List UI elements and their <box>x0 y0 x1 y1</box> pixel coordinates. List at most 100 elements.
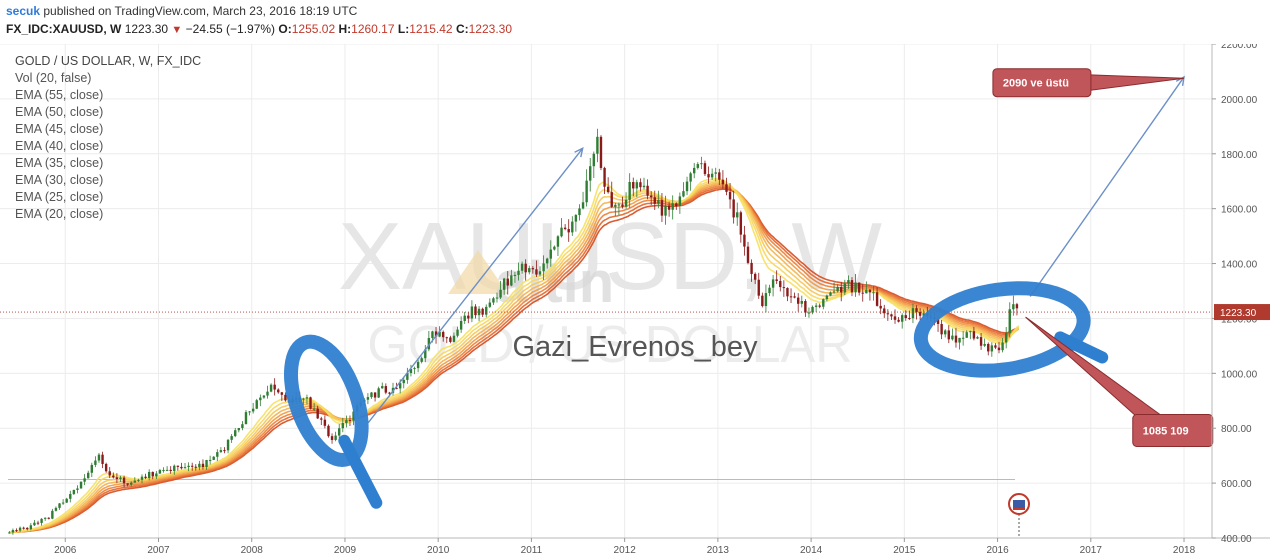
trend-arrow-2016[interactable] <box>1029 76 1185 297</box>
candle-body <box>162 469 165 471</box>
candle-body <box>513 274 517 276</box>
candle-body <box>897 319 900 322</box>
candle-body <box>646 185 649 196</box>
candle-body <box>384 386 388 393</box>
symbol-name[interactable]: FX_IDC:XAUUSD, W <box>6 22 122 36</box>
drawings[interactable] <box>277 75 1185 509</box>
candle-body <box>753 273 757 280</box>
legend-item[interactable]: EMA (25, close) <box>15 190 104 204</box>
trend-arrow-2009[interactable] <box>367 147 584 424</box>
candle-body <box>596 136 599 154</box>
candle-body <box>1012 304 1015 310</box>
candle-body <box>323 419 327 426</box>
candle-body <box>47 517 50 519</box>
candle-body <box>338 428 341 436</box>
candle-body <box>1001 342 1004 351</box>
candle-body <box>370 392 373 398</box>
candle-body <box>667 205 671 210</box>
candle-body <box>492 298 495 303</box>
candle-body <box>761 295 764 307</box>
candle-body <box>104 463 108 472</box>
candle-body <box>459 320 463 330</box>
candle-body <box>599 136 603 168</box>
candle-body <box>119 477 122 480</box>
candle-body <box>248 411 251 413</box>
candle-body <box>269 384 273 392</box>
candle-body <box>427 337 431 350</box>
candle-body <box>316 408 319 419</box>
candle-body <box>922 313 925 316</box>
price-chart[interactable]: XAUUSD, W GOLD / US DOLLAR altin Gazi_Ev… <box>0 44 1270 558</box>
x-tick-label: 2006 <box>54 545 77 556</box>
candle-body <box>800 301 803 304</box>
last-price-tag <box>1214 304 1270 321</box>
candle-body <box>700 163 703 165</box>
support-callout[interactable] <box>1132 414 1214 447</box>
author-link[interactable]: secuk <box>6 4 41 18</box>
candle-body <box>951 335 954 340</box>
candle-body <box>768 287 771 294</box>
legend-item[interactable]: EMA (45, close) <box>15 122 104 136</box>
candle-body <box>438 331 441 337</box>
candle-body <box>237 428 241 431</box>
y-tick-label: 2200.00 <box>1221 44 1258 51</box>
legend-item[interactable]: EMA (55, close) <box>15 88 104 102</box>
target-callout[interactable] <box>992 68 1092 98</box>
chart-header: secuk published on TradingView.com, Marc… <box>0 0 1270 44</box>
candle-body <box>1004 332 1008 343</box>
candle-body <box>581 202 585 209</box>
candle-body <box>398 383 402 389</box>
candle-body <box>836 286 839 292</box>
candle-body <box>585 180 588 203</box>
indicator-legend: GOLD / US DOLLAR, W, FX_IDC Vol (20, fal… <box>15 53 201 223</box>
event-marker[interactable] <box>1008 493 1031 538</box>
last-price: 1223.30 <box>124 22 169 36</box>
candle-body <box>624 199 628 207</box>
legend-item[interactable]: EMA (35, close) <box>15 156 104 170</box>
legend-item[interactable]: EMA (50, close) <box>15 105 104 119</box>
ema-line-45 <box>9 185 1020 534</box>
candle-body <box>467 315 470 319</box>
candle-body <box>330 436 334 440</box>
candle-body <box>908 318 911 320</box>
candle-body <box>223 450 226 452</box>
candle-series <box>8 128 1019 535</box>
x-tick-label: 2017 <box>1080 545 1103 556</box>
candle-body <box>219 450 223 453</box>
circle-2016[interactable] <box>913 278 1091 380</box>
candle-body <box>904 315 907 319</box>
candle-body <box>535 269 538 275</box>
candle-body <box>969 331 972 333</box>
published-text: published on TradingView.com, March 23, … <box>43 4 358 18</box>
legend-item[interactable]: EMA (20, close) <box>15 207 104 221</box>
candle-body <box>779 280 782 288</box>
candle-body <box>477 308 481 316</box>
candle-body <box>757 279 760 296</box>
candle-body <box>212 456 215 460</box>
y-tick-label: 1800.00 <box>1221 150 1258 161</box>
candle-body <box>69 494 72 499</box>
candle-body <box>352 411 355 421</box>
candle-body <box>589 166 592 181</box>
callouts[interactable]: 2090 ve üstü 1085 109 <box>992 68 1214 447</box>
candle-body <box>54 507 58 511</box>
candle-body <box>230 436 233 440</box>
candle-body <box>488 302 492 307</box>
legend-item[interactable]: EMA (40, close) <box>15 139 104 153</box>
candle-body <box>617 204 621 206</box>
trend-arrow-2009-head <box>574 147 584 158</box>
x-tick-label: 2012 <box>614 545 637 556</box>
candle-body <box>771 279 775 288</box>
circle-2009[interactable] <box>277 332 376 469</box>
candle-body <box>994 345 997 348</box>
legend-item[interactable]: EMA (30, close) <box>15 173 104 187</box>
candle-body <box>879 305 882 309</box>
candle-body <box>101 454 104 464</box>
candle-body <box>87 472 90 479</box>
candle-body <box>305 397 309 399</box>
candle-body <box>244 412 248 425</box>
candle-body <box>424 349 427 359</box>
candle-body <box>58 503 61 508</box>
legend-item[interactable]: Vol (20, false) <box>15 71 92 85</box>
candle-body <box>549 249 552 259</box>
